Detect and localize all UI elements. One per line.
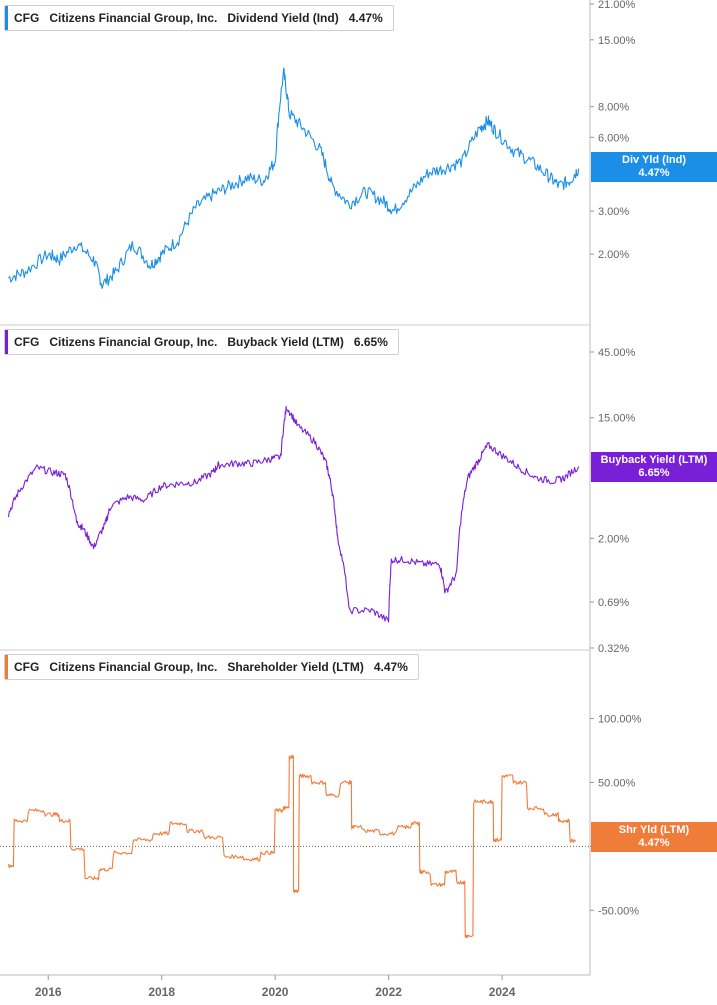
x-tick-label: 2016 [35,985,62,999]
panel1-badge-value: 4.47% [638,167,670,179]
panel2-badge-value: 6.65% [638,467,670,479]
y-tick-label: 50.00% [598,777,636,789]
panel2-value: 6.65% [353,335,388,349]
panel3-company: Citizens Financial Group, Inc. [49,660,218,674]
panel3-value-badge: Shr Yld (LTM) 4.47% [591,822,717,852]
panel3-badge-label: Shr Yld (LTM) [618,824,690,836]
y-tick-label: 21.00% [598,0,636,11]
y-tick-label: 6.00% [598,132,629,144]
panel2-value-badge: Buyback Yield (LTM) 6.65% [591,452,717,482]
y-tick-label: 15.00% [598,35,636,47]
panel2-metric: Buyback Yield (LTM) [227,335,344,349]
panel1-ticker: CFG [14,11,40,25]
panel2-swatch [5,330,8,354]
y-tick-label: 100.00% [598,714,642,726]
series-line-1 [8,67,580,290]
y-tick-label: 3.00% [598,206,629,218]
panel1-badge-label: Div Yld (Ind) [622,154,686,166]
x-tick-label: 2022 [375,985,402,999]
panel3-legend: CFG Citizens Financial Group, Inc. Share… [4,654,419,680]
series-layer [7,67,580,939]
x-tick-label: 2018 [148,985,175,999]
x-tick-label: 2020 [262,985,289,999]
panel2-legend: CFG Citizens Financial Group, Inc. Buyba… [4,329,399,355]
panel3-value: 4.47% [373,660,408,674]
y-tick-label: -50.00% [598,905,639,917]
y-tick-label: 2.00% [598,533,629,545]
y-tick-label: 15.00% [598,413,636,425]
panel3-metric: Shareholder Yield (LTM) [227,660,364,674]
panel1-value: 4.47% [348,11,383,25]
panel2-badge-label: Buyback Yield (LTM) [600,454,708,466]
y-tick-label: 2.00% [598,249,629,261]
panel1-legend: CFG Citizens Financial Group, Inc. Divid… [4,5,394,31]
panel1-company: Citizens Financial Group, Inc. [49,11,218,25]
series-line-2 [7,405,580,623]
x-tick-label: 2024 [489,985,516,999]
grid-layer [0,0,591,976]
series-line-3 [7,754,577,939]
panel1-metric: Dividend Yield (Ind) [227,11,339,25]
panel1-swatch [5,6,8,30]
y-tick-label: 45.00% [598,347,636,359]
panel2-ticker: CFG [14,335,40,349]
panel3-badge-value: 4.47% [638,837,670,849]
panel2-company: Citizens Financial Group, Inc. [49,335,218,349]
y-tick-label: 0.32% [598,643,629,655]
y-tick-label: 8.00% [598,102,629,114]
panel3-ticker: CFG [14,660,40,674]
panel1-value-badge: Div Yld (Ind) 4.47% [591,152,717,182]
panel3-swatch [5,655,8,679]
y-tick-label: 0.69% [598,597,629,609]
